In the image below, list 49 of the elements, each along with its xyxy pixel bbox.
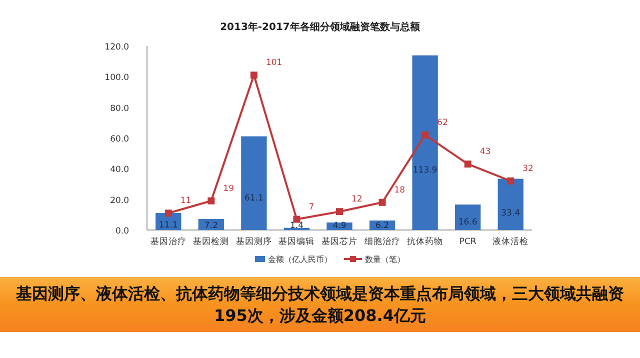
- data-label: 1.4: [290, 221, 304, 231]
- legend-label: 数量（笔）: [365, 255, 405, 264]
- data-label: 12: [352, 194, 362, 205]
- text: 基因测序、液体活检、抗体药物等细分技术领域是资本重点布局领域，三大领域共融资195次，涉及金额208.4亿元: [15, 283, 625, 327]
- data-label: 4.9: [332, 221, 346, 231]
- bar: [498, 178, 524, 230]
- data-label: 19: [223, 184, 234, 194]
- point: [208, 197, 215, 204]
- y-tick-label: 120.0: [104, 42, 129, 52]
- data-label: 6.2: [376, 221, 390, 231]
- legend-label: 金额（亿人民币）: [268, 255, 332, 264]
- y-tick-label: 20.0: [110, 196, 129, 206]
- x-tick-label: 抗体药物: [407, 236, 444, 247]
- x-tick-label: 基因检测: [193, 236, 230, 247]
- data-label: 16.6: [458, 218, 478, 228]
- point: [164, 210, 172, 217]
- data-label: 18: [394, 185, 406, 196]
- bar: [412, 55, 438, 230]
- data-label: 11.1: [158, 220, 178, 231]
- bar: [455, 204, 481, 230]
- point: [422, 131, 429, 138]
- x-tick-label: 基因测序: [236, 236, 272, 247]
- x-tick-label: 细胞治疗: [364, 236, 400, 247]
- data-label: 101: [266, 58, 282, 68]
- data-label: 61.1: [244, 194, 264, 204]
- x-tick-label: 基因编辑: [278, 236, 315, 247]
- point: [464, 160, 472, 168]
- data-label: 113.9: [412, 165, 438, 176]
- y-tick-label: 0.0: [115, 226, 129, 236]
- bar: [241, 136, 267, 230]
- x-tick-label: 液体活检: [492, 236, 529, 247]
- point: [378, 198, 386, 206]
- data-label: 7: [308, 202, 314, 212]
- point: [507, 177, 514, 184]
- chart-title: 2013年-2017年各细分领域融资笔数与总额: [220, 21, 421, 33]
- y-tick-label: 80.0: [110, 104, 129, 114]
- data-label: 33.4: [501, 208, 520, 219]
- y-tick-label: 100.0: [104, 73, 129, 84]
- point: [336, 208, 343, 216]
- data-label: 43: [480, 147, 491, 158]
- data-label: 32: [522, 164, 534, 174]
- x-tick-label: 基因芯片: [322, 236, 358, 247]
- data-label: 11: [180, 196, 192, 206]
- x-tick-label: PCR: [459, 237, 476, 247]
- data-label: 7.2: [204, 221, 218, 231]
- y-tick-label: 40.0: [110, 165, 129, 176]
- point: [250, 72, 258, 79]
- y-tick-label: 60.0: [110, 134, 129, 144]
- x-tick-label: 基因治疗: [150, 236, 186, 247]
